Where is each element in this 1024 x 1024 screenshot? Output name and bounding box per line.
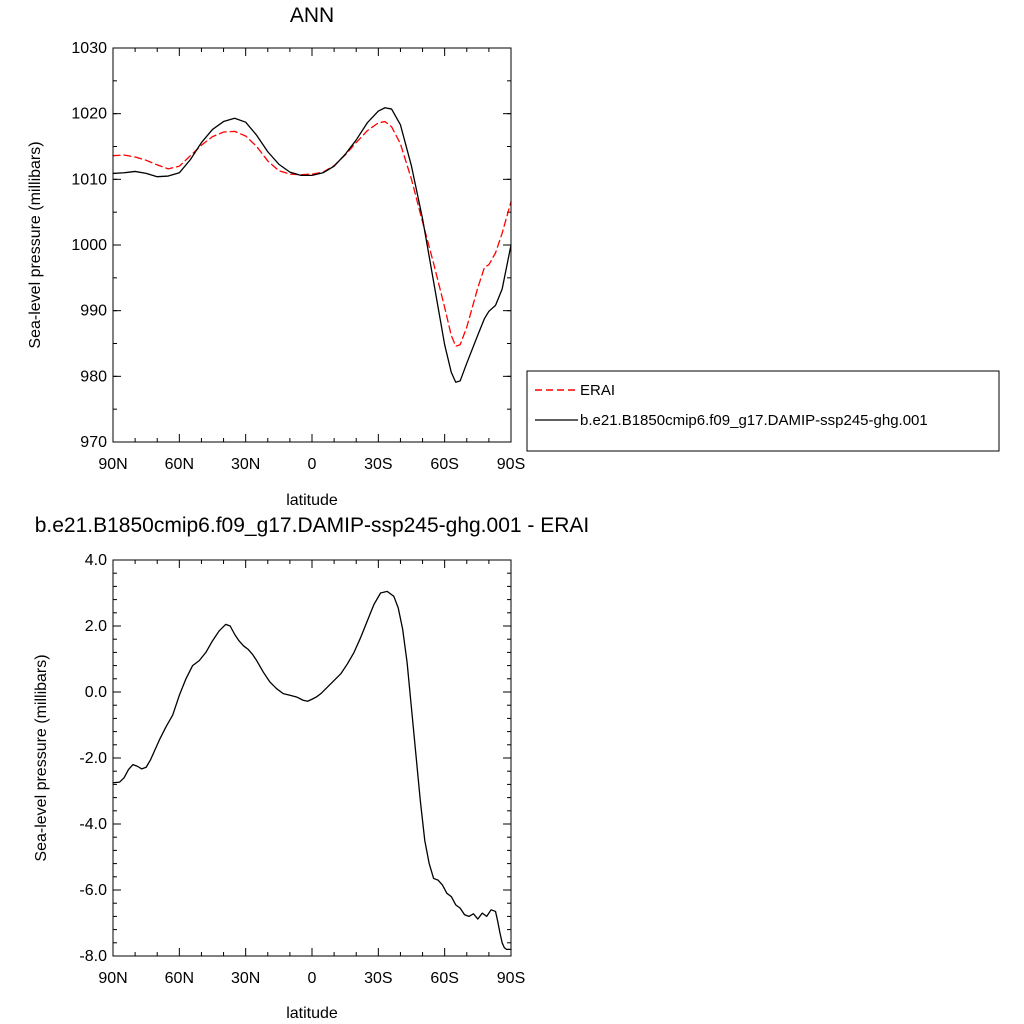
x-tick-label: 90N [98,970,127,987]
difference-line [112,590,512,951]
x-tick-label: 90N [98,456,127,473]
x-tick-label: 30N [231,970,260,987]
top-x-axis-label: latitude [286,492,338,509]
bottom-series-lines [112,590,512,951]
y-tick-label: 1020 [71,106,107,123]
legend-label-erai: ERAI [580,382,615,399]
top-panel: ANN Sea-level pressure (millibars) latit… [27,4,525,509]
y-tick-label: 1000 [71,237,107,254]
legend-label-model: b.e21.B1850cmip6.f09_g17.DAMIP-ssp245-gh… [580,412,928,429]
x-tick-label: 60N [165,970,194,987]
top-axis-ticks [112,47,512,443]
y-tick-label: 990 [80,303,107,320]
x-tick-label: 30S [364,970,392,987]
y-tick-label: 0.0 [85,684,107,701]
y-tick-label: 1010 [71,171,107,188]
y-tick-label: 970 [80,434,107,451]
x-tick-label: 90S [497,456,525,473]
y-tick-label: -8.0 [79,948,107,965]
series-line-erai [112,120,512,347]
x-tick-label: 30N [231,456,260,473]
bottom-chart-title: b.e21.B1850cmip6.f09_g17.DAMIP-ssp245-gh… [35,514,590,537]
top-series-lines [112,107,512,383]
top-chart-title: ANN [290,4,334,27]
y-tick-label: -6.0 [79,882,107,899]
y-tick-label: -2.0 [79,750,107,767]
bottom-y-axis-label: Sea-level pressure (millibars) [33,654,50,861]
y-tick-label: 1030 [71,40,107,57]
y-tick-label: 4.0 [85,552,107,569]
bottom-panel: b.e21.B1850cmip6.f09_g17.DAMIP-ssp245-gh… [33,514,589,1022]
y-tick-label: 980 [80,368,107,385]
series-line-b-e21-b1850cmip6-f09-g17-damip-ssp245-ghg-001 [112,107,512,383]
x-tick-label: 60N [165,456,194,473]
top-y-axis-label: Sea-level pressure (millibars) [27,141,44,348]
bottom-x-axis-label: latitude [286,1005,338,1022]
x-tick-label: 0 [308,970,317,987]
legend: ERAI b.e21.B1850cmip6.f09_g17.DAMIP-ssp2… [526,370,1000,452]
legend-box [526,370,1000,452]
x-tick-label: 30S [364,456,392,473]
top-plot-frame [112,47,512,443]
x-tick-label: 0 [308,456,317,473]
x-tick-label: 60S [430,970,458,987]
y-tick-label: -4.0 [79,816,107,833]
top-tick-labels: 90N 60N 30N 0 30S 60S 90S 970 980 990 1000 1010 1020… [71,40,525,473]
x-tick-label: 60S [430,456,458,473]
bottom-plot-frame [112,559,512,957]
y-tick-label: 2.0 [85,618,107,635]
bottom-tick-labels: 90N 60N 30N 0 30S 60S 90S -8.0 -6.0 -4.0 -2.0 0.0 2.… [79,552,525,987]
x-tick-label: 90S [497,970,525,987]
